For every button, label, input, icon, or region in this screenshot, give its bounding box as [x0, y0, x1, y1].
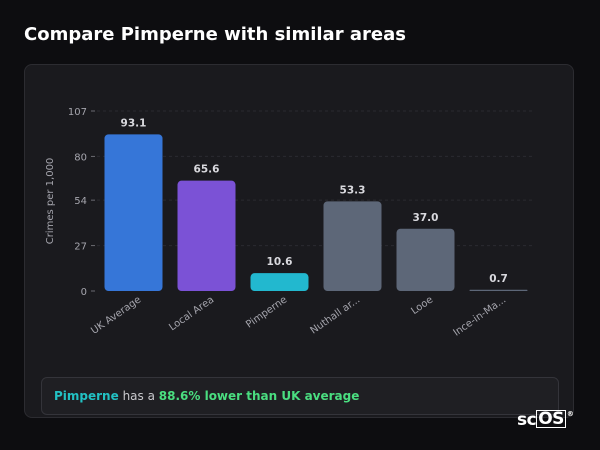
y-tick-label: 0 — [81, 287, 87, 298]
bar-2 — [250, 273, 309, 291]
x-tick-label: Pimperne — [244, 294, 289, 330]
logo-registered-mark: ® — [566, 410, 574, 418]
summary-place: Pimperne — [54, 389, 119, 403]
bar-4 — [396, 228, 455, 291]
y-tick-label: 27 — [74, 242, 87, 253]
bar-5 — [469, 289, 528, 291]
comparison-summary: Pimperne has a 88.6% lower than UK avera… — [41, 377, 559, 415]
x-tick-label: Ince-in-Ma... — [451, 294, 508, 338]
y-tick-label: 54 — [74, 196, 87, 207]
y-tick-label: 107 — [68, 107, 87, 118]
page-title: Compare Pimperne with similar areas — [24, 24, 406, 45]
summary-difference: 88.6% lower than UK average — [158, 389, 360, 403]
crime-bar-chart: 0 27 54 80 107 Crimes per 1,000 93.1 UK Average… — [45, 107, 535, 339]
brand-logo: sc OS ® — [517, 409, 574, 430]
bar-value-label: 37.0 — [413, 212, 439, 224]
x-tick-label: Local Area — [167, 294, 216, 333]
y-axis-label: Crimes per 1,000 — [45, 158, 56, 245]
chart-card: 0 27 54 80 107 Crimes per 1,000 93.1 UK Average… — [24, 64, 574, 418]
x-tick-label: Looe — [409, 294, 435, 317]
y-tick-label: 80 — [74, 152, 87, 163]
bar-value-label: 10.6 — [267, 256, 293, 268]
bar-value-label: 53.3 — [340, 184, 366, 196]
bar-0 — [104, 134, 163, 291]
logo-prefix: sc — [517, 410, 537, 430]
logo-boxed: OS — [536, 409, 566, 429]
bar-value-label: 65.6 — [194, 164, 220, 176]
bar-3 — [323, 201, 382, 291]
x-tick-label: Nuthall ar... — [309, 294, 363, 336]
bar-1 — [177, 180, 236, 291]
bar-value-label: 0.7 — [489, 273, 508, 285]
x-tick-label: UK Average — [89, 294, 143, 336]
summary-connector: has a — [118, 389, 159, 403]
bar-value-label: 93.1 — [121, 117, 147, 129]
